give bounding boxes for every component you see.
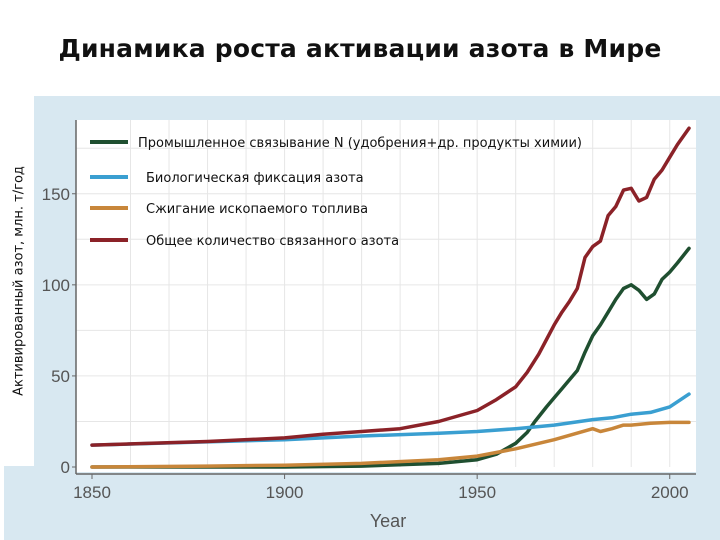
legend-label-4: Общее количество связанного азота	[146, 234, 399, 249]
x-tick-label: 2000	[651, 483, 689, 502]
series-line-1	[90, 246, 691, 469]
legend-label-1: Промышленное связывание N (удобрения+др.…	[138, 136, 582, 151]
legend-label-3: Сжигание ископаемого топлива	[146, 202, 368, 217]
x-tick-label: 1900	[266, 483, 304, 502]
x-tick-label: 1950	[458, 483, 496, 502]
y-tick-label: 50	[51, 367, 70, 386]
x-tick-label: 1850	[73, 483, 111, 502]
series-lines	[90, 126, 691, 469]
axes	[75, 120, 696, 475]
tick-labels: 0 50 100 150 1850 1900 1950 2000	[42, 185, 689, 502]
series-line-3	[90, 420, 691, 469]
y-tick-label: 0	[61, 458, 70, 477]
chart-title: Динамика роста активации азота в Мире	[58, 34, 662, 63]
legend-label-2: Биологическая фиксация азота	[146, 171, 364, 186]
y-tick-label: 150	[42, 185, 70, 204]
y-axis-label-box	[4, 96, 34, 466]
y-tick-label: 100	[42, 276, 70, 295]
series-line-4	[90, 126, 691, 447]
x-axis-title: Year	[370, 511, 406, 531]
series-line-2	[90, 392, 691, 447]
grid-lines	[76, 120, 696, 467]
legend: Промышленное связывание N (удобрения+др.…	[90, 136, 582, 249]
